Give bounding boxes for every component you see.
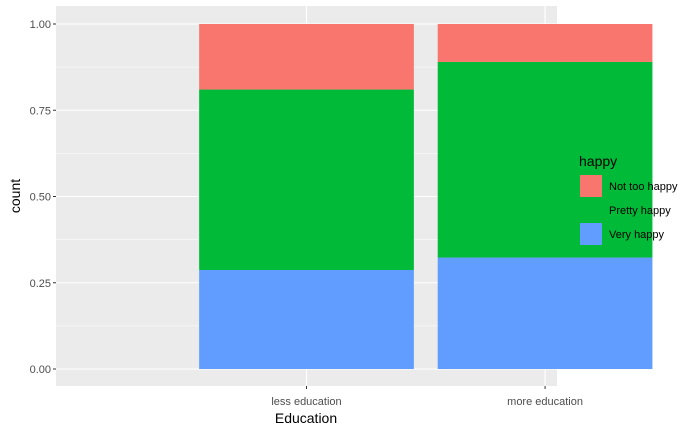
- y-tick-label: 0.25: [30, 278, 51, 290]
- bar-less-education-not-too-happy: [199, 24, 414, 90]
- y-tick-label: 0.00: [30, 364, 51, 376]
- bar-more-education-not-too-happy: [437, 24, 653, 62]
- y-tick-label: 0.50: [30, 192, 51, 204]
- legend-key-not-too-happy: [580, 175, 602, 197]
- legend: happy Not too happy Pretty happy Very happ…: [579, 153, 678, 245]
- legend-label-not-too-happy: Not too happy: [609, 181, 678, 193]
- legend-label-pretty-happy: Pretty happy: [609, 205, 671, 217]
- y-axis-title: count: [7, 179, 23, 213]
- x-tick-label: more education: [507, 396, 583, 408]
- bar-more-education-very-happy: [437, 257, 653, 369]
- x-axis: less education more education: [271, 386, 583, 408]
- x-tick-label: less education: [271, 396, 341, 408]
- bars: [199, 24, 653, 369]
- legend-label-very-happy: Very happy: [609, 229, 665, 241]
- y-tick-label: 0.75: [30, 105, 51, 117]
- bar-more-education-pretty-happy: [437, 61, 653, 258]
- legend-title: happy: [579, 153, 617, 169]
- legend-key-very-happy: [580, 223, 602, 245]
- legend-key-pretty-happy: [580, 199, 602, 221]
- bar-less-education-very-happy: [199, 269, 414, 369]
- x-axis-title: Education: [275, 410, 337, 426]
- y-axis: 0.00 0.25 0.50 0.75 1.00: [30, 19, 56, 376]
- bar-less-education-pretty-happy: [199, 89, 414, 270]
- y-tick-label: 1.00: [30, 19, 51, 31]
